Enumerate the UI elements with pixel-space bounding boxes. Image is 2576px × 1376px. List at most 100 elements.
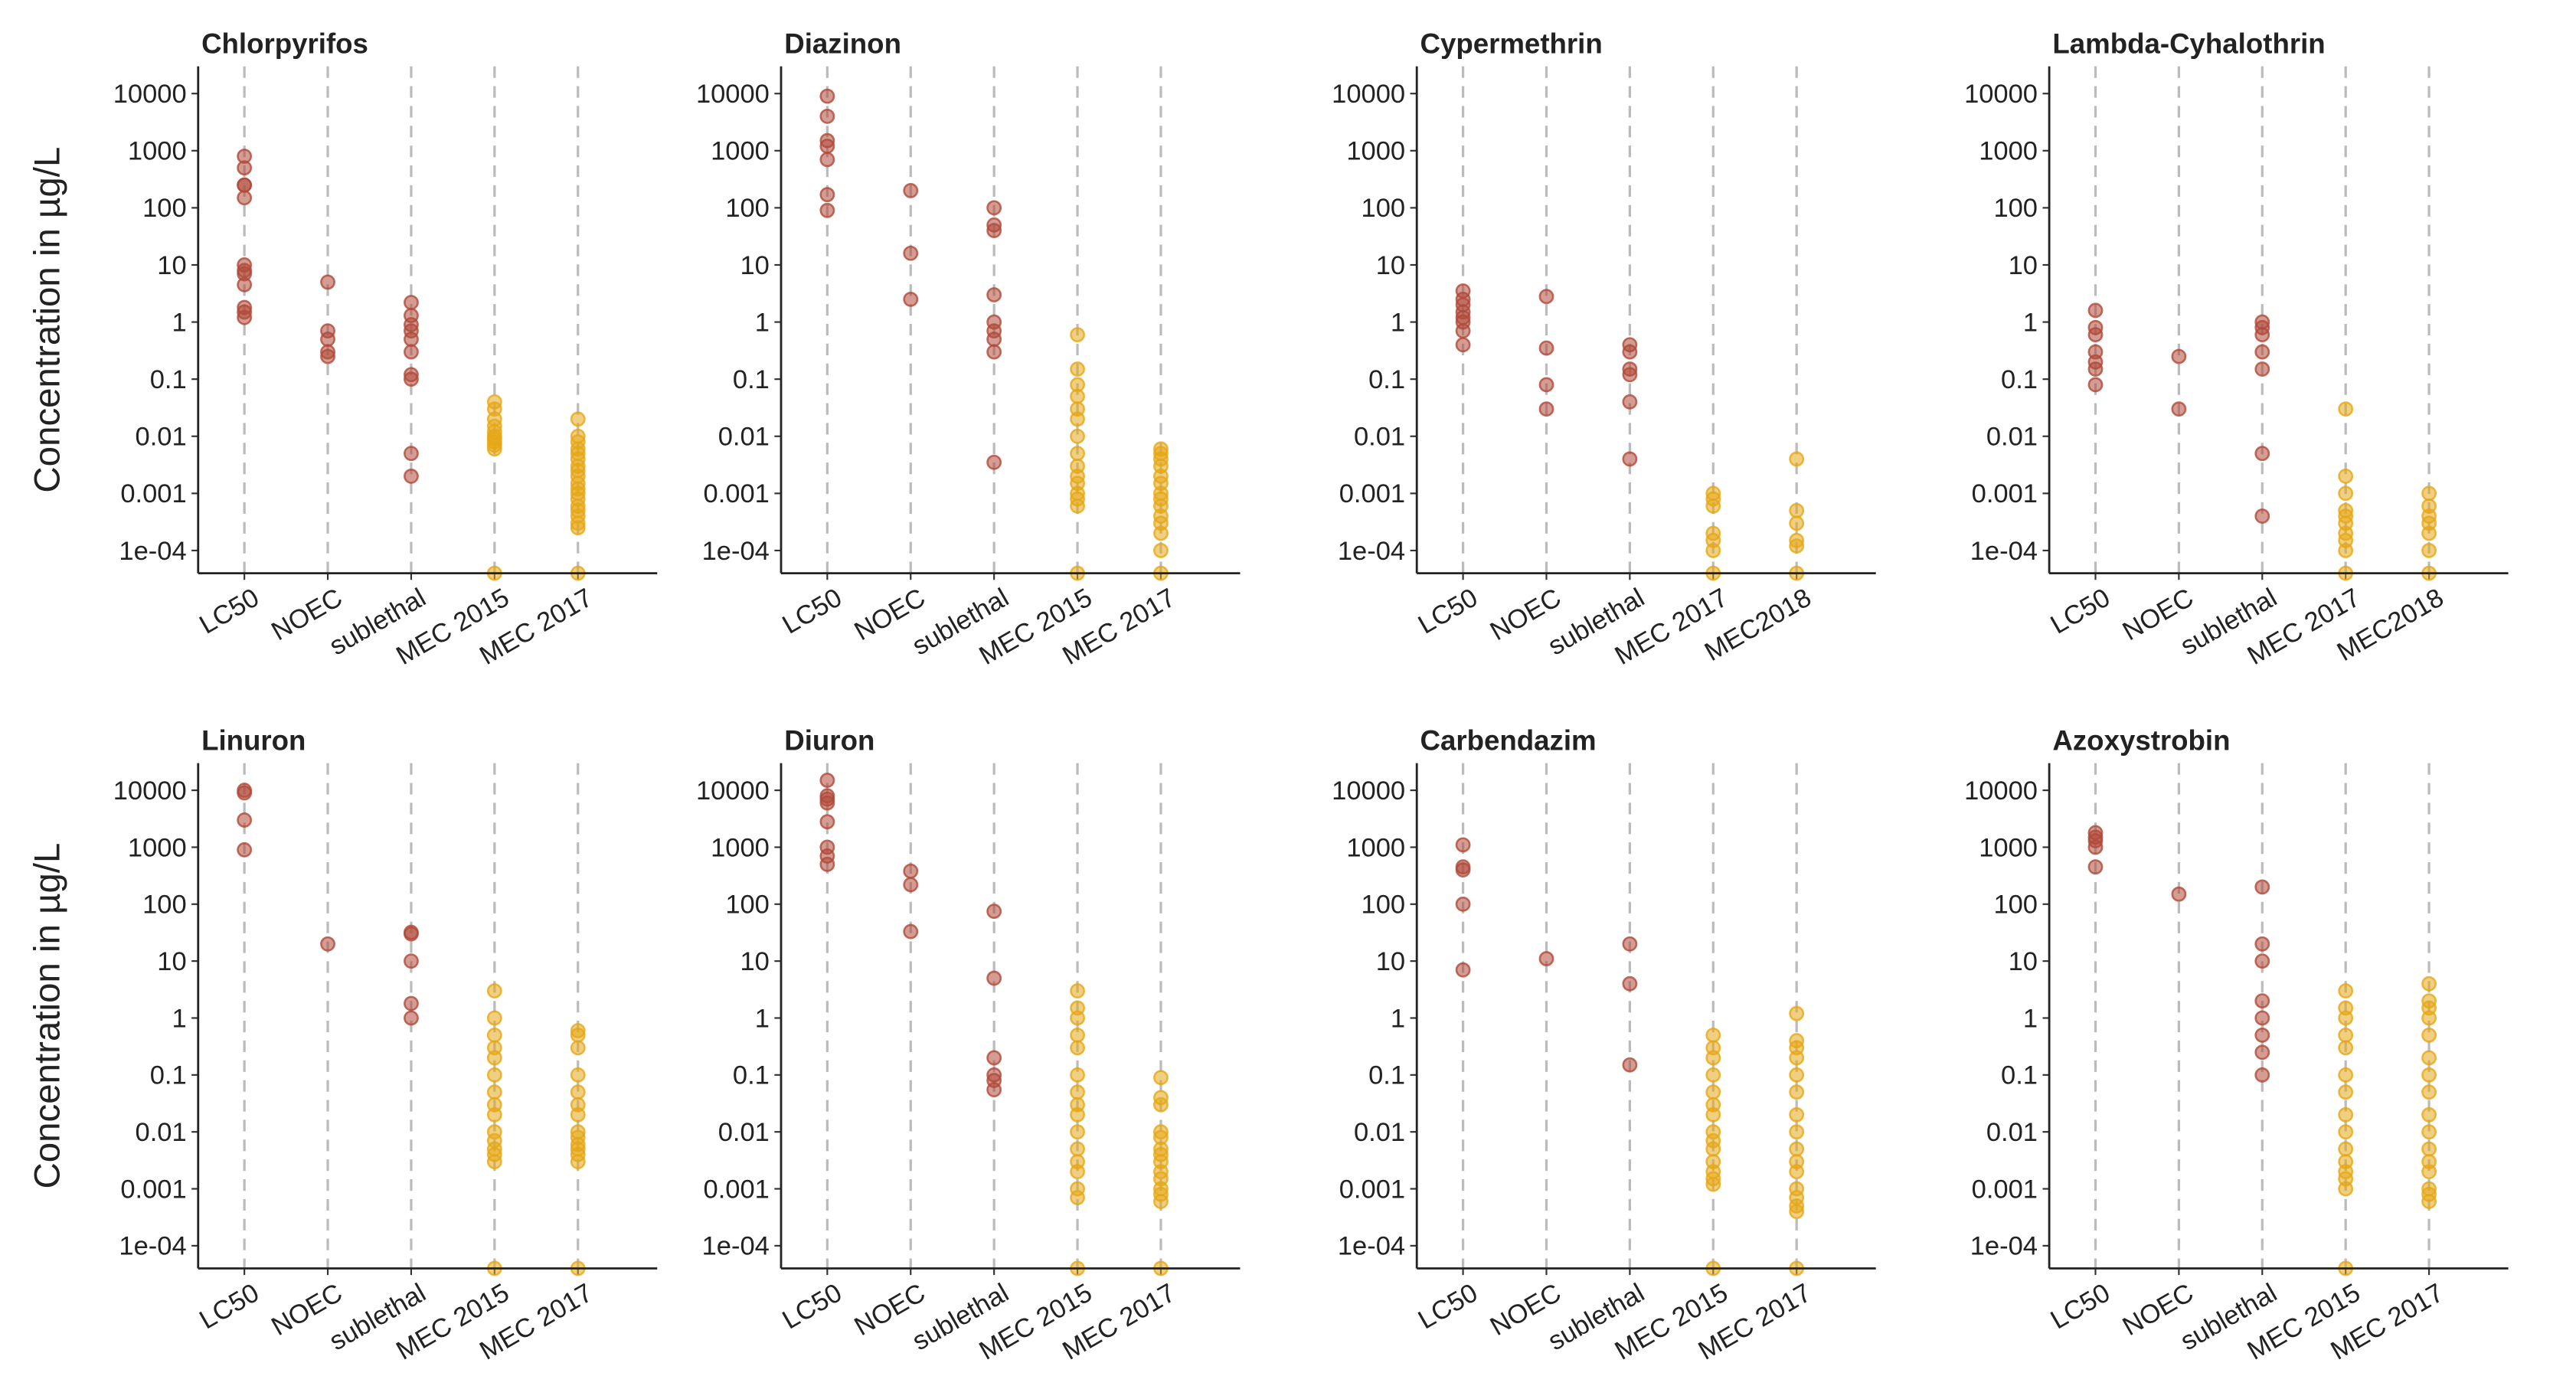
- point: [570, 1027, 586, 1043]
- point: [2421, 543, 2437, 558]
- y-tick-label: 1: [755, 308, 770, 337]
- y-tick-label: 1000: [711, 833, 770, 862]
- y-tick-label: 0.01: [1986, 1118, 2038, 1147]
- point: [986, 287, 1002, 302]
- panel: Azoxystrobin 1e-04 0.001 0.01 0.1 1 10 100 1000 1…: [1964, 724, 2509, 1366]
- y-tick-label: 10000: [113, 80, 187, 109]
- point: [2421, 1050, 2437, 1066]
- point: [1455, 323, 1471, 339]
- y-tick-label: 10000: [1964, 80, 2038, 109]
- point: [570, 1067, 586, 1083]
- point: [404, 953, 419, 969]
- point: [2421, 1067, 2437, 1083]
- point: [1070, 1084, 1085, 1100]
- y-tick-label: 0.1: [733, 1061, 770, 1090]
- y-tick-label: 10: [1376, 251, 1405, 280]
- point: [237, 177, 253, 193]
- x-tick-label: LC50: [1414, 1278, 1483, 1335]
- point: [2421, 1141, 2437, 1157]
- point: [2254, 879, 2270, 895]
- point: [819, 152, 835, 168]
- y-tick-label: 100: [1993, 891, 2038, 920]
- point: [819, 795, 835, 811]
- x-tick-label: LC50: [195, 1278, 263, 1335]
- x-tick-label: LC50: [777, 1278, 846, 1335]
- point: [2338, 1010, 2354, 1026]
- y-tick-label: 10000: [1964, 776, 2038, 806]
- point: [1153, 543, 1169, 558]
- panel-title: Cypermethrin: [1420, 28, 1603, 59]
- point: [2421, 1084, 2437, 1100]
- point: [237, 812, 253, 828]
- point: [1455, 837, 1471, 853]
- y-tick-label: 0.001: [1972, 1175, 2038, 1204]
- y-tick-label: 1000: [1346, 137, 1405, 166]
- y-tick-label: 100: [725, 194, 770, 223]
- point: [2338, 1181, 2354, 1197]
- y-tick-label: 10: [2009, 947, 2038, 976]
- y-tick-label: 0.001: [704, 479, 770, 508]
- point: [1622, 1057, 1638, 1073]
- point: [1789, 538, 1805, 554]
- point: [1789, 451, 1805, 467]
- y-tick-label: 0.001: [1339, 479, 1405, 508]
- point: [1622, 344, 1638, 360]
- point: [1705, 1106, 1721, 1123]
- point: [819, 108, 835, 124]
- point: [2254, 327, 2270, 343]
- point: [404, 468, 419, 484]
- point: [1622, 451, 1638, 467]
- point: [2087, 327, 2104, 343]
- point: [1789, 515, 1805, 531]
- point: [2421, 1010, 2437, 1026]
- point: [2338, 1124, 2354, 1140]
- y-tick-label: 0.01: [718, 423, 770, 452]
- y-tick-label: 1e-04: [702, 537, 770, 566]
- point: [2254, 1010, 2270, 1026]
- point: [1070, 1040, 1085, 1056]
- x-tick-label: LC50: [1414, 583, 1483, 639]
- point: [986, 200, 1002, 216]
- point: [1153, 1097, 1169, 1113]
- point: [903, 923, 919, 940]
- point: [903, 877, 919, 893]
- point: [237, 842, 253, 858]
- y-tick-label: 0.1: [1368, 365, 1405, 394]
- panel: Cypermethrin 1e-04 0.001 0.01 0.1 1 10 100 1000 1…: [1332, 28, 1876, 671]
- point: [2338, 1141, 2354, 1157]
- panel: Chlorpyrifos Concentration in µg/L 1e-04 0.…: [28, 28, 658, 671]
- point: [986, 454, 1002, 470]
- point: [2421, 485, 2437, 502]
- y-tick-label: 1000: [1979, 833, 2038, 862]
- y-tick-label: 1e-04: [702, 1232, 770, 1261]
- point: [1070, 498, 1085, 514]
- point: [2254, 446, 2270, 462]
- y-tick-label: 0.1: [150, 365, 187, 394]
- x-tick-label: LC50: [195, 583, 263, 639]
- point: [2087, 377, 2104, 393]
- y-tick-label: 0.001: [120, 479, 186, 508]
- panel: Diazinon 1e-04 0.001 0.01 0.1 1 10 100 1000 10000…: [696, 28, 1241, 671]
- point: [2087, 361, 2104, 377]
- y-tick-label: 100: [142, 194, 187, 223]
- point: [404, 332, 419, 347]
- point: [903, 183, 919, 198]
- point: [819, 856, 835, 872]
- point: [2421, 1164, 2437, 1180]
- y-tick-label: 10: [740, 251, 770, 280]
- y-tick-label: 1000: [128, 833, 187, 862]
- point: [404, 295, 419, 310]
- point: [1622, 976, 1638, 992]
- point: [1070, 1190, 1085, 1205]
- y-tick-label: 1: [172, 1004, 186, 1033]
- point: [486, 1010, 502, 1026]
- y-tick-label: 10000: [1332, 80, 1405, 109]
- point: [1070, 1141, 1085, 1157]
- point: [404, 926, 419, 942]
- point: [1789, 1106, 1805, 1123]
- y-tick-label: 0.001: [1339, 1175, 1405, 1204]
- point: [237, 190, 253, 206]
- y-tick-label: 1000: [1979, 137, 2038, 166]
- point: [404, 371, 419, 387]
